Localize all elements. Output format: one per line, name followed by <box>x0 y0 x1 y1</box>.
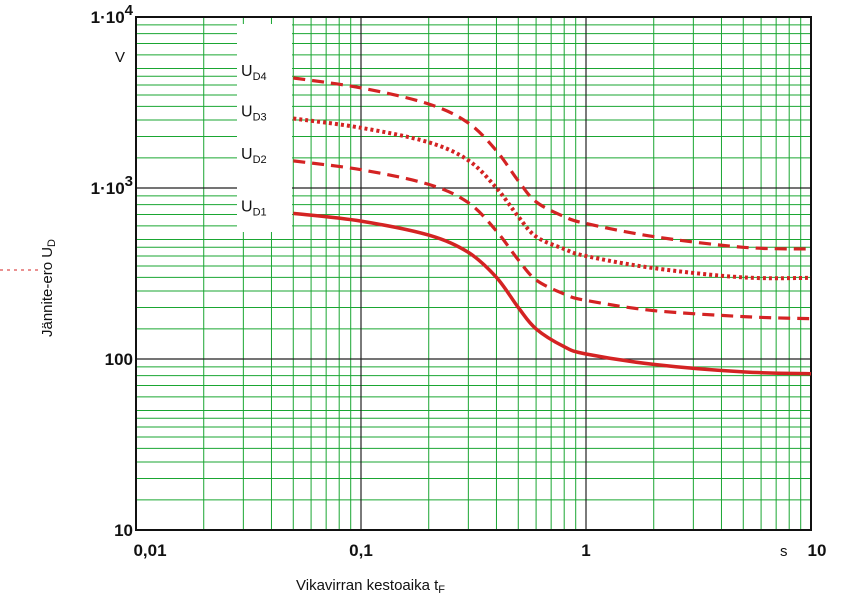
series-label-panel <box>237 24 292 232</box>
y-tick-label: 100 <box>105 350 133 369</box>
y-tick-label: 1·104 <box>91 2 134 27</box>
y-axis-label: Jännite-ero UD <box>39 239 58 337</box>
grid-minor <box>136 17 811 530</box>
x-tick-label: 0,1 <box>349 541 373 560</box>
x-tick-label: 1 <box>581 541 590 560</box>
series-label-d3: UD3 <box>241 103 267 123</box>
y-tick-label: 1·103 <box>91 173 133 198</box>
y-unit: V <box>115 49 125 66</box>
y-tick-label: 10 <box>114 521 133 540</box>
series-line-d4 <box>293 76 812 251</box>
x-tick-labels: 0,01 0,1 1 10 <box>133 541 826 560</box>
x-unit: s <box>780 543 788 560</box>
x-axis-label: Vikavirran kestoaika tF <box>296 577 445 596</box>
series-label-d1: UD1 <box>241 198 267 218</box>
series-label-background <box>237 24 292 232</box>
series-line-d1 <box>293 211 812 376</box>
series-label-d4: UD4 <box>241 63 267 83</box>
series-labels: UD1 UD2 UD3 UD4 <box>241 63 267 218</box>
x-tick-label: 0,01 <box>133 541 166 560</box>
series-lines <box>293 76 812 376</box>
y-tick-labels: 10 100 1·103 1·104 <box>91 2 134 540</box>
series-line-d2 <box>293 159 812 321</box>
plot-frame <box>135 16 812 531</box>
x-tick-label: 10 <box>808 541 827 560</box>
series-line-d3 <box>293 116 812 281</box>
series-label-d2: UD2 <box>241 146 267 166</box>
